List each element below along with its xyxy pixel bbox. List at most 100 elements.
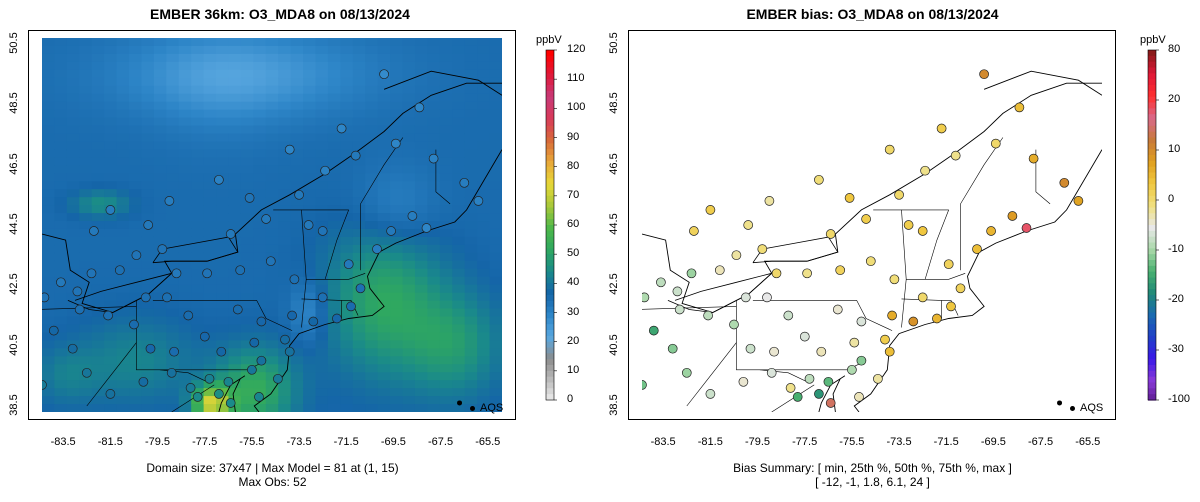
model-grid-cell [66,213,80,222]
model-grid-cell [265,316,279,326]
model-grid-cell [477,117,491,127]
model-grid-cell [365,77,379,87]
model-grid-cell [153,404,167,412]
model-grid-cell [340,157,354,166]
model-grid-cell [116,228,130,238]
model-grid-cell [191,332,205,341]
model-grid-cell [377,324,391,334]
model-grid-cell [464,340,478,349]
model-grid-cell [216,292,230,302]
x-tick-label: -67.5 [1028,436,1054,448]
model-grid-cell [489,260,502,270]
model-grid-cell [216,149,230,158]
bias-summary-values: [ -12, -1, 1.8, 6.1, 24 ] [815,475,930,489]
colorbar-segment [546,143,554,150]
model-grid-cell [452,268,466,278]
lake-outline [752,236,839,264]
model-grid-cell [42,93,56,103]
model-grid-cell [464,260,478,270]
model-grid-cell [427,69,441,79]
model-grid-cell [79,324,93,334]
model-grid-cell [166,93,180,103]
model-grid-cell [240,332,254,341]
model-grid-cell [265,380,279,389]
model-grid-cell [452,348,466,357]
model-grid-cell [402,53,416,63]
model-grid-cell [439,332,453,341]
model-grid-cell [402,308,416,318]
model-grid-cell [464,236,478,246]
model-grid-cell [427,165,441,174]
model-grid-cell [203,45,217,55]
model-grid-cell [303,133,317,143]
aqs-station-marker [164,196,175,206]
model-grid-cell [240,205,254,214]
model-grid-cell [253,45,267,55]
model-grid-cell [66,77,80,87]
bias-station-marker [873,373,883,384]
model-grid-cell [290,61,304,71]
model-grid-cell [489,181,502,190]
model-grid-cell [79,308,93,318]
model-grid-cell [253,372,267,381]
model-grid-cell [116,157,130,166]
model-grid-cell [290,404,304,412]
model-grid-cell [141,388,155,397]
model-grid-cell [327,141,341,151]
model-grid-cell [91,364,105,373]
model-grid-cell [452,38,466,47]
model-grid-cell [414,356,428,365]
model-grid-cell [141,149,155,158]
model-grid-cell [203,189,217,198]
model-grid-cell [489,189,502,198]
model-grid-cell [340,125,354,135]
model-grid-cell [166,213,180,222]
model-grid-cell [42,228,56,238]
bias-station-marker [769,346,779,357]
model-grid-cell [340,141,354,151]
model-grid-cell [240,149,254,158]
model-grid-cell [402,61,416,71]
model-grid-cell [352,324,366,334]
model-grid-cell [365,348,379,357]
model-grid-cell [390,38,404,47]
model-grid-cell [203,133,217,143]
model-grid-cell [66,292,80,302]
model-grid-cell [439,93,453,103]
model-grid-cell [402,157,416,166]
colorbar-segment [1148,149,1156,156]
model-grid-cell [365,228,379,238]
model-grid-cell [253,244,267,254]
model-grid-cell [290,93,304,103]
model-grid-cell [365,300,379,310]
model-grid-cell [327,260,341,270]
model-grid-cell [166,205,180,214]
model-grid-cell [42,300,56,310]
model-grid-cell [464,205,478,214]
model-grid-cell [315,189,329,198]
model-grid-cell [477,53,491,63]
model-grid-cell [464,308,478,318]
colorbar-label: 30 [567,305,580,318]
model-grid-cell [439,38,453,47]
model-grid-cell [265,165,279,174]
model-grid-cell [390,260,404,270]
model-grid-cell [191,316,205,326]
model-grid-cell [352,101,366,111]
model-grid-cell [153,364,167,373]
model-grid-cell [265,213,279,222]
model-grid-cell [464,380,478,389]
model-grid-cell [91,189,105,198]
model-map-panel: EMBER 36km: O3_MDA8 on 08/13/2024 -83.5-… [8,6,585,489]
model-grid-cell [91,396,105,405]
model-grid-cell [390,244,404,254]
model-grid-cell [414,236,428,246]
colorbar-segment [546,225,554,232]
model-grid-cell [402,260,416,270]
state-border [642,306,737,310]
model-grid-cell [66,221,80,230]
model-grid-cell [116,165,130,174]
model-grid-cell [402,197,416,206]
model-grid-cell [240,141,254,151]
model-grid-cell [104,77,118,87]
